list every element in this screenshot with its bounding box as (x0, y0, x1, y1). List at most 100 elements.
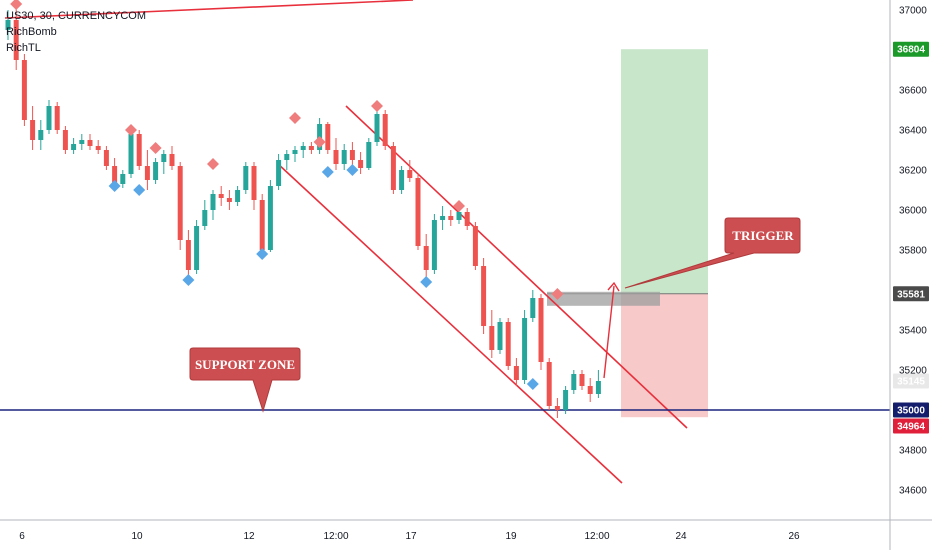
candle-body[interactable] (325, 124, 331, 150)
candle-body[interactable] (399, 170, 405, 190)
candle-body[interactable] (349, 150, 355, 160)
candle-body[interactable] (497, 322, 503, 350)
symbol-label[interactable]: US30, 30, CURRENCYCOM (6, 10, 146, 22)
candle-body[interactable] (46, 106, 52, 130)
candle-body[interactable] (243, 166, 249, 190)
projection-arrow[interactable] (603, 285, 615, 379)
sell-signal-marker[interactable] (289, 112, 301, 124)
candle-body[interactable] (333, 150, 339, 164)
candle-body[interactable] (546, 362, 552, 406)
candle-body[interactable] (358, 160, 364, 168)
candle-body[interactable] (226, 198, 232, 202)
candle-body[interactable] (423, 246, 429, 270)
candle-body[interactable] (112, 166, 118, 184)
candle-body[interactable] (259, 200, 265, 250)
candle-body[interactable] (554, 406, 560, 410)
candle-body[interactable] (128, 134, 134, 174)
projection-arrow-head[interactable] (607, 281, 620, 292)
candle-body[interactable] (415, 178, 421, 246)
candle-body[interactable] (185, 240, 191, 270)
candle-body[interactable] (489, 326, 495, 350)
sell-signal-marker[interactable] (371, 100, 383, 112)
candle-body[interactable] (79, 140, 85, 144)
entry-price-badge[interactable] (893, 286, 929, 302)
candle-body[interactable] (210, 194, 216, 210)
candle-body[interactable] (292, 150, 298, 154)
candle-body[interactable] (120, 174, 126, 184)
candle-body[interactable] (169, 154, 175, 166)
buy-signal-marker[interactable] (256, 248, 269, 260)
candle-body[interactable] (136, 134, 142, 166)
candle-body[interactable] (177, 166, 183, 240)
candle-body[interactable] (30, 120, 36, 140)
candle-body[interactable] (390, 146, 396, 190)
candle-body[interactable] (71, 144, 77, 150)
candle-body[interactable] (153, 162, 159, 180)
buy-signal-marker[interactable] (108, 180, 121, 192)
trigger-bar[interactable] (547, 291, 660, 306)
sell-signal-marker[interactable] (207, 158, 219, 170)
trigger-callout[interactable] (624, 217, 801, 289)
channel-upper-line[interactable] (345, 105, 688, 429)
buy-signal-marker[interactable] (321, 166, 334, 178)
candle-body[interactable] (235, 190, 241, 202)
candle-body[interactable] (481, 266, 487, 326)
candle-body[interactable] (522, 318, 528, 380)
candle-body[interactable] (308, 146, 314, 150)
sell-signal-marker[interactable] (313, 136, 326, 148)
candle-body[interactable] (144, 166, 150, 180)
sell-signal-marker[interactable] (125, 124, 137, 136)
candle-body[interactable] (276, 160, 282, 186)
candle-body[interactable] (595, 381, 601, 394)
candle-body[interactable] (472, 226, 478, 266)
candle-body[interactable] (194, 226, 200, 270)
sell-signal-marker[interactable] (453, 200, 465, 212)
candle-body[interactable] (571, 374, 577, 390)
candle-body[interactable] (202, 210, 208, 226)
candle-body[interactable] (5, 20, 11, 30)
support-zone-callout[interactable] (189, 347, 301, 413)
candle-body[interactable] (161, 154, 167, 162)
buy-signal-marker[interactable] (346, 164, 359, 176)
candle-body[interactable] (505, 322, 511, 366)
target-zone[interactable] (621, 49, 708, 294)
candle-body[interactable] (513, 366, 519, 380)
candle-body[interactable] (464, 212, 470, 226)
sell-signal-marker[interactable] (10, 0, 23, 10)
candle-body[interactable] (530, 298, 536, 318)
support-price-badge[interactable] (893, 402, 929, 418)
candle-body[interactable] (456, 212, 462, 220)
candle-body[interactable] (62, 130, 68, 150)
sell-signal-marker[interactable] (551, 288, 564, 300)
candle-body[interactable] (440, 216, 446, 220)
candle-body[interactable] (407, 170, 413, 178)
stop-zone[interactable] (621, 293, 708, 418)
candle-body[interactable] (54, 106, 60, 130)
buy-signal-marker[interactable] (526, 378, 539, 390)
candle-body[interactable] (38, 130, 44, 140)
candle-body[interactable] (218, 194, 224, 198)
candle-body[interactable] (538, 298, 544, 362)
candle-body[interactable] (95, 146, 101, 150)
candle-body[interactable] (341, 150, 347, 164)
candle-body[interactable] (374, 114, 380, 142)
candle-body[interactable] (563, 390, 569, 410)
buy-signal-marker[interactable] (420, 276, 433, 288)
indicator-richtl-label[interactable]: RichTL (6, 42, 41, 54)
candle-body[interactable] (103, 150, 109, 166)
candle-body[interactable] (284, 154, 290, 160)
upper-trendline[interactable] (4, 0, 414, 19)
candle-body[interactable] (87, 140, 93, 146)
last-price-badge[interactable] (893, 373, 929, 389)
indicator-richbomb-label[interactable]: RichBomb (6, 26, 57, 38)
buy-signal-marker[interactable] (182, 274, 195, 286)
channel-lower-line[interactable] (276, 162, 623, 484)
candle-body[interactable] (448, 216, 454, 220)
candle-body[interactable] (382, 114, 388, 146)
buy-signal-marker[interactable] (133, 184, 146, 196)
stop-price-badge[interactable] (893, 418, 929, 434)
candle-body[interactable] (267, 186, 273, 250)
candle-body[interactable] (21, 60, 27, 120)
candle-body[interactable] (431, 220, 437, 270)
